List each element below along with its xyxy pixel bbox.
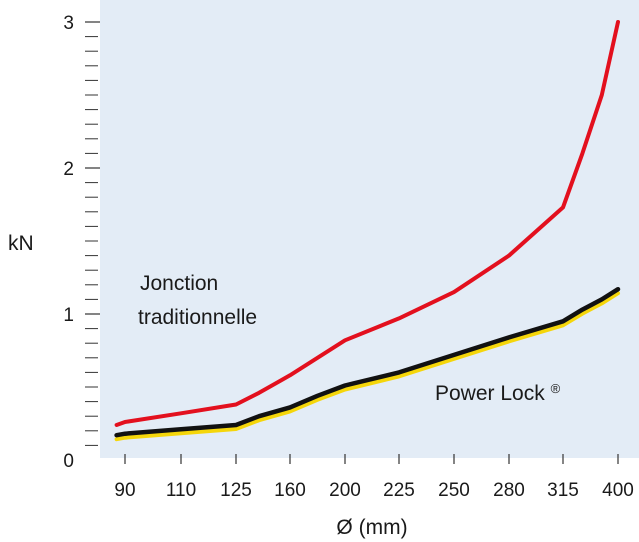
y-major-ticks <box>85 21 100 315</box>
x-tick-label: 250 <box>438 480 470 501</box>
series-label-power-lock: Power Lock ® <box>435 381 561 406</box>
series-label-line-1: Jonction <box>140 272 218 295</box>
x-tick-label: 280 <box>493 480 525 501</box>
series-label-jonction-traditionnelle: Jonction traditionnelle <box>138 272 257 329</box>
series-lines <box>114 20 621 442</box>
x-tick-label: 160 <box>274 480 306 501</box>
y-minor-ticks <box>85 36 98 446</box>
series-label-main: Power Lock <box>435 382 545 405</box>
y-tick-labels: 0 1 2 3 <box>63 13 74 472</box>
x-ticks <box>124 454 619 464</box>
x-tick-label: 315 <box>547 480 579 501</box>
y-tick-label: 3 <box>63 13 74 34</box>
x-tick-labels: 90 110 125 160 200 225 250 280 315 400 <box>114 480 633 501</box>
x-tick-label: 200 <box>329 480 361 501</box>
y-axis-title: kN <box>8 232 34 255</box>
y-tick-label: 2 <box>63 159 74 180</box>
series-label-line-2: traditionnelle <box>138 306 257 329</box>
x-tick-label: 90 <box>114 480 135 501</box>
y-tick-label: 1 <box>63 305 74 326</box>
registered-mark: ® <box>551 381 561 396</box>
x-tick-label: 400 <box>602 480 634 501</box>
x-axis-title: Ø (mm) <box>336 516 407 539</box>
x-tick-label: 110 <box>166 480 196 501</box>
y-tick-label: 0 <box>63 451 74 472</box>
x-tick-label: 225 <box>383 480 415 501</box>
series-line-jonction-traditionnelle <box>114 20 620 427</box>
series-line-power-lock-accent <box>114 291 620 442</box>
x-tick-label: 125 <box>220 480 252 501</box>
series-line-power-lock <box>114 286 621 438</box>
